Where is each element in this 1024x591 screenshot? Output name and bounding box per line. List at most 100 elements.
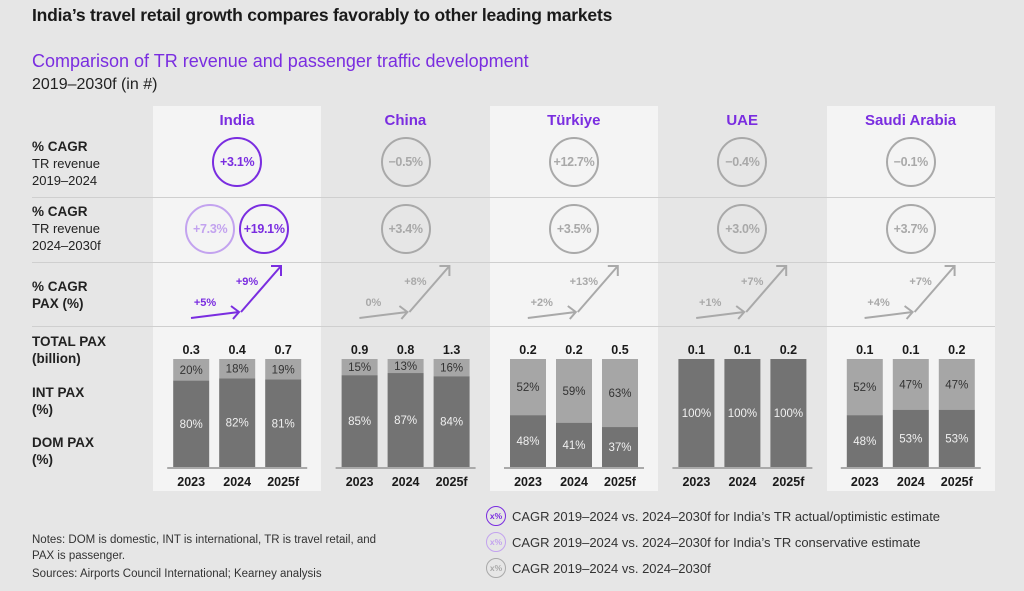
cagr-2019-2024-badge-t-rkiye: +12.7% xyxy=(549,137,599,187)
year-tick-label: 2023 xyxy=(514,475,542,489)
bar-total-label: 0.2 xyxy=(780,343,797,357)
pax-cagr-2024-2030-label: +13% xyxy=(570,276,599,288)
row-label-title: % CAGR xyxy=(32,204,88,219)
row-label-title: DOM PAX xyxy=(32,435,95,450)
cagr-2024-2030-badge-uae: +3.0% xyxy=(717,204,768,254)
year-tick-label: 2025f xyxy=(941,475,974,489)
cagr-2024-2030-badge-india-actual: +19.1% xyxy=(239,204,290,254)
country-header-india: India xyxy=(219,112,255,129)
bar-segment-int xyxy=(387,359,424,374)
bar-int-label: 100% xyxy=(774,408,803,420)
bar-int-label: 18% xyxy=(226,364,249,376)
year-tick-label: 2024 xyxy=(392,475,420,489)
row-divider xyxy=(32,326,995,327)
bar-segment-int xyxy=(510,359,546,416)
country-header-uae: UAE xyxy=(726,112,759,129)
cagr-2024-2030-badge-saudi-arabia: +3.7% xyxy=(885,204,936,254)
pax-arrowhead-2 xyxy=(439,265,451,276)
bar-int-label: 52% xyxy=(516,382,539,394)
bar-int-label: 20% xyxy=(180,365,203,377)
row-label-title: (%) xyxy=(32,402,53,417)
pax-arrow-segment-1 xyxy=(696,311,745,319)
country-header-t-rkiye: Türkiye xyxy=(547,112,601,129)
pax-arrow-segment-2 xyxy=(745,265,787,313)
pax-arrow-segment-1 xyxy=(190,311,240,319)
page-title: India’s travel retail growth compares fa… xyxy=(32,5,613,25)
year-tick-label: 2023 xyxy=(851,475,879,489)
pax-arrow-segment-2 xyxy=(408,265,451,313)
pax-cagr-2019-2024-label: 0% xyxy=(365,297,381,309)
year-tick-label: 2025f xyxy=(436,475,469,489)
bar-total-label: 0.1 xyxy=(688,343,705,357)
bar-dom-label: 87% xyxy=(394,415,417,427)
chart-period: 2019–2030f (in #) xyxy=(32,76,158,93)
pax-arrow-segment-1 xyxy=(527,311,576,319)
bar-total-label: 1.3 xyxy=(443,343,460,357)
chart-subtitle: Comparison of TR revenue and passenger t… xyxy=(32,51,529,71)
row-label-title: PAX (%) xyxy=(32,296,84,311)
cagr-2019-2024-badge-saudi-arabia: −0.1% xyxy=(885,137,936,187)
bar-segment-int xyxy=(173,359,210,381)
bar-total-label: 0.5 xyxy=(611,343,628,357)
bar-segment-dom xyxy=(846,415,883,467)
pax-cagr-2019-2024-label: +4% xyxy=(867,297,890,309)
bar-int-label: 19% xyxy=(272,364,295,376)
cagr-2024-2030-badge-t-rkiye: +3.5% xyxy=(549,204,599,254)
bar-segment-int xyxy=(556,359,592,423)
pax-arrowhead-2 xyxy=(607,265,619,276)
bar-segment-dom xyxy=(173,380,210,467)
bar-int-label: 63% xyxy=(608,388,631,400)
bar-segment-int xyxy=(892,359,929,410)
bar-total-label: 0.3 xyxy=(183,343,200,357)
bar-segment-dom xyxy=(602,427,638,467)
pax-arrowhead-1 xyxy=(903,305,915,320)
pax-arrow-segment-1 xyxy=(864,311,913,319)
bar-dom-label: 53% xyxy=(899,433,922,445)
bar-dom-label: 41% xyxy=(562,440,585,452)
pax-cagr-2019-2024-label: +1% xyxy=(699,297,722,309)
cagr-2024-2030-badge-india-conservative: +7.3% xyxy=(185,204,236,254)
pax-arrowhead-1 xyxy=(230,305,241,320)
bar-total-label: 0.4 xyxy=(229,343,246,357)
row-label-line: TR revenue xyxy=(32,221,100,236)
bar-total-label: 0.1 xyxy=(902,343,919,357)
pax-arrow-segment-1 xyxy=(359,311,408,319)
cagr-2019-2024-badge-uae: −0.4% xyxy=(717,137,768,187)
bar-segment-int xyxy=(938,359,975,410)
bar-int-label: 47% xyxy=(899,379,922,391)
bar-total-label: 0.2 xyxy=(948,343,965,357)
row-label-dom-pax: DOM PAX (%) xyxy=(32,434,94,468)
pax-arrow-segment-2 xyxy=(913,265,956,313)
bar-segment-int xyxy=(770,359,807,467)
bar-dom-label: 85% xyxy=(348,416,371,428)
bar-segment-dom xyxy=(387,373,424,467)
country-header-saudi-arabia: Saudi Arabia xyxy=(865,112,957,129)
bar-dom-label: 53% xyxy=(945,433,968,445)
row-label-line: 2024–2030f xyxy=(32,238,101,253)
bar-segment-dom xyxy=(341,375,378,467)
year-tick-label: 2024 xyxy=(897,475,925,489)
row-label-title: (%) xyxy=(32,452,53,467)
bar-int-label: 100% xyxy=(728,408,757,420)
bar-int-label: 13% xyxy=(394,361,417,373)
legend-swatch-actual-icon: x% xyxy=(486,506,506,526)
row-label-line: 2019–2024 xyxy=(32,173,98,188)
country-header-china: China xyxy=(384,112,427,129)
bar-segment-int xyxy=(678,359,715,467)
bar-segment-dom xyxy=(938,409,975,467)
bar-segment-int xyxy=(846,359,883,416)
bar-int-label: 15% xyxy=(348,362,371,374)
bar-segment-int xyxy=(724,359,761,467)
bar-segment-int xyxy=(602,359,638,428)
pax-arrow-segment-2 xyxy=(240,265,282,313)
bar-dom-label: 81% xyxy=(272,418,295,430)
bar-total-label: 0.9 xyxy=(351,343,368,357)
bar-segment-int xyxy=(433,359,470,377)
pax-arrowhead-1 xyxy=(398,305,409,320)
year-tick-label: 2024 xyxy=(223,475,251,489)
pax-arrowhead-1 xyxy=(735,305,746,320)
bar-int-label: 16% xyxy=(440,363,463,375)
notes-text: Notes: DOM is domestic, INT is internati… xyxy=(32,534,377,562)
pax-arrowhead-2 xyxy=(944,265,956,276)
